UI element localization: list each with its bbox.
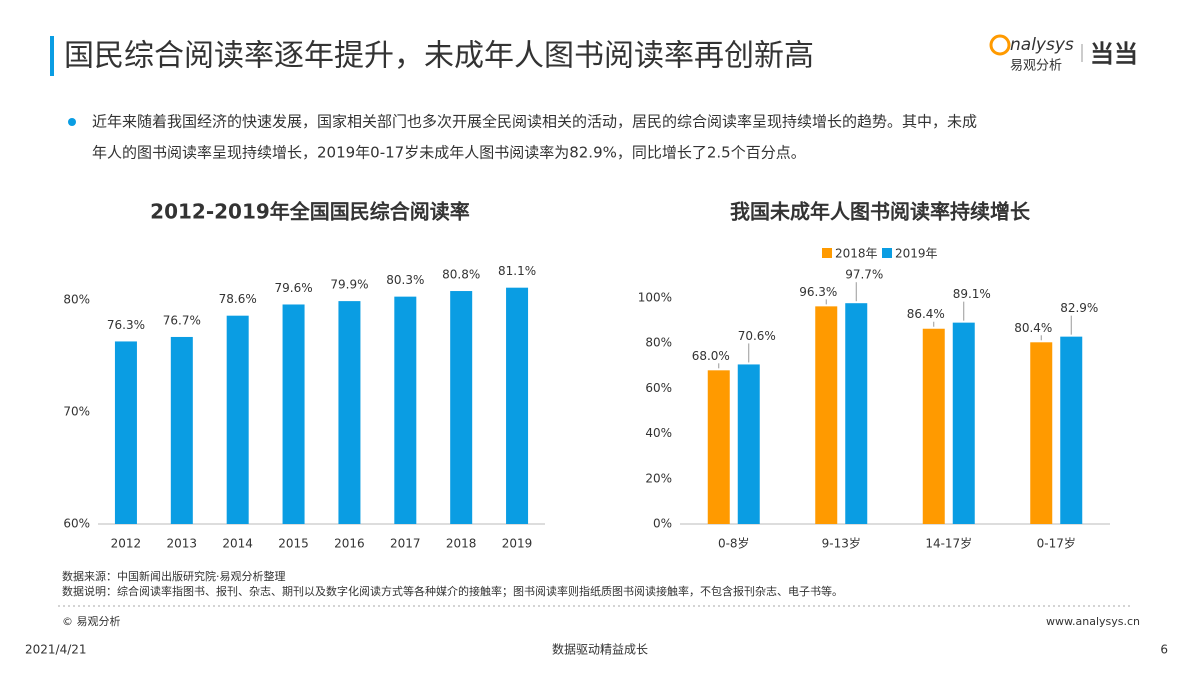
value-label: 76.3% [107,318,145,332]
legend-swatch [822,248,832,258]
page-number: 6 [1160,643,1168,657]
bar [1060,336,1083,524]
copyright: © 易观分析 [62,614,121,628]
x-tick-label: 9-13岁 [822,536,861,551]
value-label: 80.3% [386,273,424,287]
logo-text: nalysys [1010,35,1074,55]
bar [114,341,137,524]
source-note: 数据来源：中国新闻出版研究院·易观分析整理 [62,569,286,583]
bar [506,287,529,524]
x-tick-label: 2012 [111,537,142,551]
bar [282,304,305,524]
value-label: 68.0% [692,349,730,363]
x-tick-label: 14-17岁 [925,536,972,551]
value-label: 76.7% [163,313,201,327]
bar [338,301,361,524]
value-label: 96.3% [799,285,837,299]
value-label: 81.1% [498,264,536,278]
y-tick-label: 60% [645,381,672,395]
x-tick-label: 2018 [446,537,477,551]
x-tick-label: 2017 [390,537,421,551]
website: www.analysys.cn [1046,615,1140,628]
bar [394,296,417,524]
slogan: 数据驱动精益成长 [552,642,648,657]
legend-label: 2018年 [835,247,878,261]
chart-title: 我国未成年人图书阅读率持续增长 [730,200,1031,224]
date: 2021/4/21 [25,643,87,657]
slide-title: 国民综合阅读率逐年提升，未成年人图书阅读率再创新高 [64,39,814,74]
bar [707,370,730,524]
bar [170,336,193,524]
partner-logo: 当当 [1090,40,1138,68]
value-label: 97.7% [845,268,883,282]
logo-swoosh [989,34,1011,56]
y-tick-label: 70% [63,405,90,419]
x-tick-label: 2019 [502,537,533,551]
x-tick-label: 2016 [334,537,365,551]
value-label: 80.4% [1014,321,1052,335]
y-tick-label: 80% [645,336,672,350]
y-tick-label: 100% [638,291,672,305]
x-tick-label: 2013 [167,537,198,551]
bar [815,306,838,524]
bullet [68,118,76,126]
title-accent [50,36,54,76]
value-label: 70.6% [738,329,776,343]
x-tick-label: 0-17岁 [1037,536,1076,551]
x-tick-label: 0-8岁 [718,536,750,551]
bar [226,315,249,524]
bar [922,328,945,524]
y-tick-label: 80% [63,293,90,307]
legend-label: 2019年 [895,247,938,261]
value-label: 79.6% [275,281,313,295]
value-label: 78.6% [219,292,257,306]
value-label: 89.1% [953,287,991,301]
y-tick-label: 40% [645,426,672,440]
x-tick-label: 2014 [222,537,253,551]
x-tick-label: 2015 [278,537,309,551]
definition-note: 数据说明：综合阅读率指图书、报刊、杂志、期刊以及数字化阅读方式等各种媒介的接触率… [62,584,843,598]
bar [952,322,975,524]
value-label: 86.4% [907,307,945,321]
legend-swatch [882,248,892,258]
paragraph-line: 年人的图书阅读率呈现持续增长，2019年0-17岁未成年人图书阅读率为82.9%… [92,144,806,162]
paragraph-line: 近年来随着我国经济的快速发展，国家相关部门也多次开展全民阅读相关的活动，居民的综… [92,113,977,131]
chart-title: 2012-2019年全国国民综合阅读率 [150,200,470,224]
y-tick-label: 20% [645,471,672,485]
value-label: 80.8% [442,268,480,282]
bar [737,364,760,524]
value-label: 82.9% [1060,301,1098,315]
logo-sub: 易观分析 [1010,59,1062,74]
bar [845,303,868,524]
y-tick-label: 0% [653,517,672,531]
value-label: 79.9% [330,278,368,292]
y-tick-label: 60% [63,517,90,531]
bar [450,291,473,524]
bar [1030,342,1053,524]
